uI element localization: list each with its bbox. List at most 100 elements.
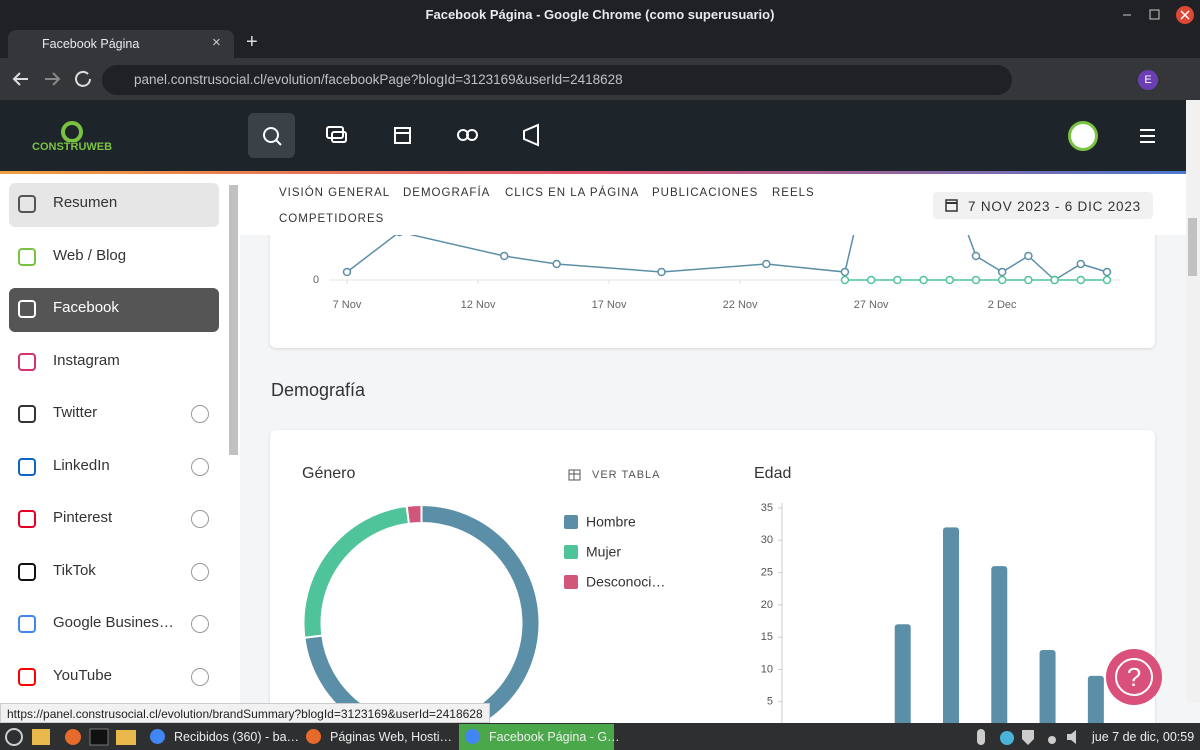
- point: [919, 275, 928, 285]
- point: [971, 275, 981, 285]
- point: [840, 267, 850, 277]
- legend-label: Hombre: [586, 514, 636, 530]
- sidebar-icon[interactable]: [18, 562, 36, 581]
- sidebar-item[interactable]: Instagram: [53, 351, 120, 369]
- title-bar: [0, 0, 1200, 30]
- taskbar-item[interactable]: Recibidos (360) - ba…: [174, 730, 300, 744]
- table-icon[interactable]: [568, 468, 582, 482]
- subnav-tab[interactable]: VISIÓN GENERAL: [279, 187, 391, 199]
- point: [1050, 275, 1059, 285]
- add-button[interactable]: [191, 457, 209, 476]
- point: [657, 267, 666, 277]
- bar-chart: 5 10 15 20 25 30 35: [761, 502, 1104, 723]
- taskbar-item[interactable]: Facebook Página - G…: [489, 730, 620, 744]
- new-tab[interactable]: +: [246, 31, 258, 53]
- sidebar-active[interactable]: [9, 183, 219, 227]
- profile-avatar[interactable]: E: [1138, 70, 1158, 90]
- nav-icons[interactable]: [248, 113, 558, 158]
- date-range[interactable]: 7 NOV 2023 - 6 DIC 2023: [968, 199, 1141, 214]
- add-button[interactable]: [191, 667, 209, 686]
- sidebar-item[interactable]: Google Busines…: [53, 614, 174, 631]
- sidebar-item[interactable]: LinkedIn: [53, 456, 110, 474]
- legend-swatch: [564, 515, 578, 529]
- subnav-tab[interactable]: COMPETIDORES: [279, 213, 385, 225]
- tab-title[interactable]: Facebook Página: [42, 37, 140, 51]
- subnav-tab[interactable]: CLICS EN LA PÁGINA: [505, 187, 640, 199]
- logo-text: CONSTRUWEB: [32, 141, 113, 153]
- legend-label: Mujer: [586, 544, 621, 560]
- sidebar-icon[interactable]: [18, 510, 36, 528]
- view-table[interactable]: VER TABLA: [592, 469, 661, 481]
- taskbar-item[interactable]: Páginas Web, Hosti…: [330, 730, 453, 744]
- taskbar-launchers[interactable]: [4, 726, 144, 748]
- taskbar-icon[interactable]: [465, 729, 480, 744]
- sidebar-item[interactable]: Web / Blog: [53, 246, 127, 264]
- subnav-tab[interactable]: REELS: [772, 187, 815, 199]
- section-heading: Demografía: [271, 380, 366, 400]
- system-tray[interactable]: [972, 726, 1084, 748]
- point: [1102, 267, 1112, 277]
- point: [920, 117, 927, 124]
- point: [893, 275, 902, 285]
- y-tick-label: 15: [761, 631, 773, 643]
- sidebar-item[interactable]: Facebook: [53, 299, 119, 316]
- bar: [1087, 675, 1104, 723]
- menu-button[interactable]: [1138, 126, 1158, 146]
- add-button[interactable]: [191, 562, 209, 581]
- y-tick-label: 25: [761, 566, 773, 578]
- add-button[interactable]: [191, 510, 209, 528]
- tab[interactable]: [8, 30, 234, 58]
- bar: [1039, 650, 1056, 723]
- nav-active[interactable]: [248, 113, 295, 158]
- card: [270, 430, 1155, 730]
- taskbar-icon[interactable]: [150, 729, 165, 744]
- user-avatar[interactable]: [1068, 121, 1098, 151]
- sidebar-icon[interactable]: [18, 300, 36, 318]
- subnav-tab[interactable]: PUBLICACIONES: [652, 187, 759, 199]
- point: [840, 275, 850, 285]
- taskbar-icon[interactable]: [306, 729, 321, 744]
- date-picker[interactable]: [933, 192, 1153, 219]
- point: [1024, 275, 1033, 285]
- sidebar-scrollbar[interactable]: [229, 185, 238, 455]
- point: [762, 259, 771, 269]
- sidebar-item[interactable]: YouTube: [53, 666, 112, 684]
- sidebar-item[interactable]: Resumen: [53, 194, 118, 211]
- url[interactable]: panel.construsocial.cl/evolution/faceboo…: [134, 72, 623, 87]
- page-scrollbar-thumb[interactable]: [1188, 218, 1197, 276]
- pie-slice: [302, 504, 411, 639]
- tab-close[interactable]: ×: [212, 34, 221, 51]
- sidebar-icon[interactable]: [18, 352, 36, 371]
- calendar-icon[interactable]: [944, 197, 960, 213]
- window-controls[interactable]: [1115, 4, 1200, 26]
- window-title: Facebook Página - Google Chrome (como su…: [425, 7, 775, 22]
- address-bar[interactable]: [102, 65, 1012, 95]
- sidebar-icon[interactable]: [18, 667, 36, 686]
- point: [1076, 275, 1086, 285]
- line-chart: 0 7 Nov 12 Nov 17 Nov 22 Nov 27 Nov 2 Dec: [313, 117, 1120, 311]
- bar: [894, 624, 911, 723]
- add-button[interactable]: [191, 615, 209, 633]
- nav-buttons[interactable]: [10, 66, 100, 92]
- logo-icon: [61, 121, 83, 142]
- sidebar-item[interactable]: Pinterest: [53, 509, 113, 526]
- sidebar-icon[interactable]: [18, 247, 36, 266]
- sidebar-selected[interactable]: [9, 288, 219, 332]
- sidebar-icon[interactable]: [18, 615, 36, 633]
- sidebar-item[interactable]: Twitter: [53, 404, 98, 421]
- subnav-tab[interactable]: DEMOGRAFÍA: [403, 187, 491, 199]
- chart-title: Género: [302, 465, 356, 482]
- sidebar-item[interactable]: TikTok: [53, 561, 96, 579]
- taskbar-active[interactable]: [459, 724, 614, 750]
- sidebar-icon[interactable]: [18, 195, 36, 213]
- y-tick-label: 35: [761, 502, 773, 514]
- add-button[interactable]: [191, 405, 209, 423]
- sidebar-icon[interactable]: [18, 457, 36, 476]
- sidebar-icon[interactable]: [18, 405, 36, 423]
- point: [945, 275, 955, 285]
- line-series: [346, 235, 1108, 281]
- legend-swatch: [564, 575, 578, 589]
- help-icon[interactable]: ?: [1115, 658, 1153, 696]
- sidebar: [0, 174, 240, 703]
